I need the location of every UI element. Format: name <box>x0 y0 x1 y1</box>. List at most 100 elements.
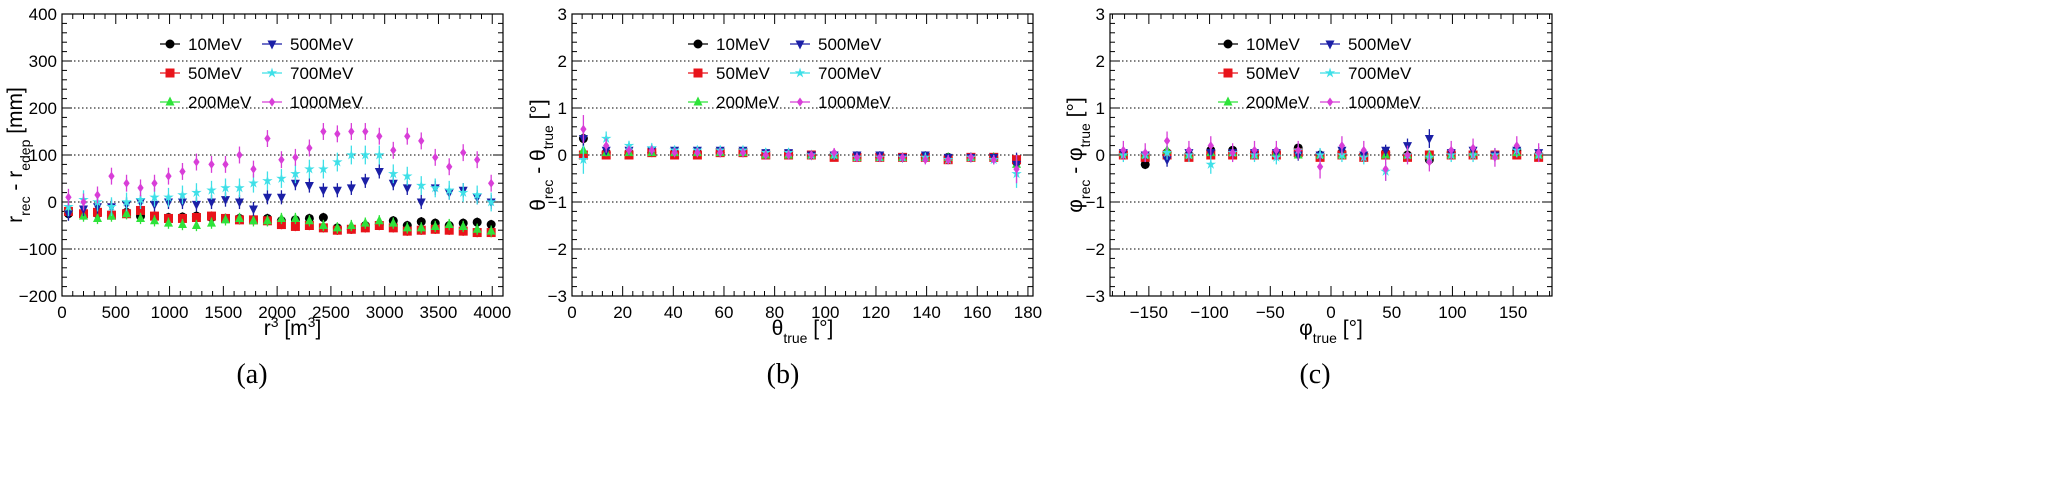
data-point <box>264 134 271 144</box>
data-point <box>163 191 174 202</box>
data-point <box>374 149 385 160</box>
series-700MeV <box>63 145 497 217</box>
series-200MeV <box>578 143 1022 174</box>
x-tick-label: 1500 <box>204 303 242 322</box>
legend-marker <box>1223 68 1233 78</box>
data-point <box>388 217 398 227</box>
x-axis-label: θtrue [°] <box>772 317 834 346</box>
data-point <box>346 184 356 194</box>
legend-label: 500MeV <box>1348 35 1412 54</box>
data-point <box>234 182 245 193</box>
data-point <box>65 192 72 202</box>
data-point <box>390 145 397 155</box>
data-point <box>276 193 286 203</box>
x-tick-label: 150 <box>1499 303 1527 322</box>
data-point <box>220 182 231 193</box>
legend-marker <box>165 96 175 106</box>
data-point <box>1273 145 1280 155</box>
data-point <box>1338 141 1346 151</box>
legend-marker <box>1326 97 1334 107</box>
panel-caption: (b) <box>767 359 800 390</box>
data-point <box>1142 148 1149 158</box>
data-point <box>262 175 273 186</box>
data-point <box>248 215 258 225</box>
series-10MeV <box>578 131 1022 170</box>
data-point <box>1185 145 1193 155</box>
chart-panel-2: 0 20 40 60 80 100 120 140 160 180 −3 −2 −1 0 1 2 3 10MeV 5… <box>527 5 1042 346</box>
legend-marker <box>1223 96 1233 106</box>
legend: 10MeV 50MeV 200MeV 500MeV 700MeV 1000MeV <box>1218 35 1421 112</box>
data-point <box>374 167 384 177</box>
series-50MeV <box>578 148 1022 165</box>
legend-marker <box>794 67 806 78</box>
x-tick-label: 40 <box>664 303 683 322</box>
data-point <box>1120 145 1127 155</box>
data-point <box>334 129 341 139</box>
data-point <box>207 211 217 221</box>
data-point <box>432 152 439 162</box>
data-point <box>1140 159 1150 169</box>
y-axis-label: rrec - redep [mm] <box>4 87 33 223</box>
data-point <box>388 168 399 179</box>
data-point <box>808 150 815 160</box>
data-point <box>177 189 188 200</box>
data-point <box>191 187 202 198</box>
data-point <box>446 162 453 172</box>
legend-label: 1000MeV <box>290 93 363 112</box>
chart-panel-1: 0 500 1000 1500 2000 2500 3000 3500 4000−200−100… <box>4 5 511 340</box>
data-point <box>472 223 482 233</box>
legend-marker <box>1223 39 1233 49</box>
y-tick-label: 100 <box>29 146 57 165</box>
data-point <box>248 205 258 215</box>
x-tick-label: 100 <box>1438 303 1466 322</box>
data-point <box>165 171 172 181</box>
x-tick-label: 3000 <box>366 303 404 322</box>
legend-label: 10MeV <box>188 35 243 54</box>
legend-marker <box>1325 40 1335 50</box>
data-point <box>346 220 356 229</box>
data-point <box>318 213 328 223</box>
data-point <box>276 173 287 183</box>
data-point <box>193 157 200 167</box>
series-1000MeV <box>65 123 495 211</box>
data-point <box>1469 143 1477 153</box>
y-tick-label: 2 <box>1096 52 1105 71</box>
legend-label: 700MeV <box>290 64 354 83</box>
data-point <box>739 148 747 158</box>
data-point <box>1426 157 1433 167</box>
data-point <box>623 140 635 151</box>
data-point <box>360 149 371 160</box>
data-point <box>346 149 357 160</box>
data-point <box>831 148 838 158</box>
data-point <box>648 145 655 155</box>
x-tick-label: 20 <box>613 303 632 322</box>
y-tick-label: 1 <box>558 99 567 118</box>
data-point <box>876 152 883 162</box>
data-point <box>304 182 314 192</box>
legend: 10MeV 50MeV 200MeV 500MeV 700MeV 1000MeV <box>160 35 363 112</box>
x-tick-label: −50 <box>1256 303 1285 322</box>
data-point <box>416 198 426 208</box>
x-tick-label: 2500 <box>312 303 350 322</box>
data-point <box>376 131 383 141</box>
data-point <box>600 133 612 143</box>
data-point <box>460 148 467 158</box>
data-point <box>108 171 115 181</box>
data-point <box>121 196 132 207</box>
data-point <box>80 197 87 207</box>
data-point <box>360 217 370 227</box>
data-point <box>262 215 272 225</box>
y-tick-label: 3 <box>1096 5 1105 24</box>
legend-marker <box>266 67 278 78</box>
data-point <box>136 205 146 215</box>
data-point <box>967 152 975 162</box>
data-point <box>191 200 201 210</box>
y-tick-label: 0 <box>48 193 57 212</box>
data-point <box>94 190 101 200</box>
data-point <box>1207 141 1214 151</box>
legend-marker <box>165 39 175 49</box>
data-point <box>290 221 300 231</box>
data-point <box>458 220 468 230</box>
data-point <box>92 212 102 222</box>
data-point <box>236 150 243 160</box>
